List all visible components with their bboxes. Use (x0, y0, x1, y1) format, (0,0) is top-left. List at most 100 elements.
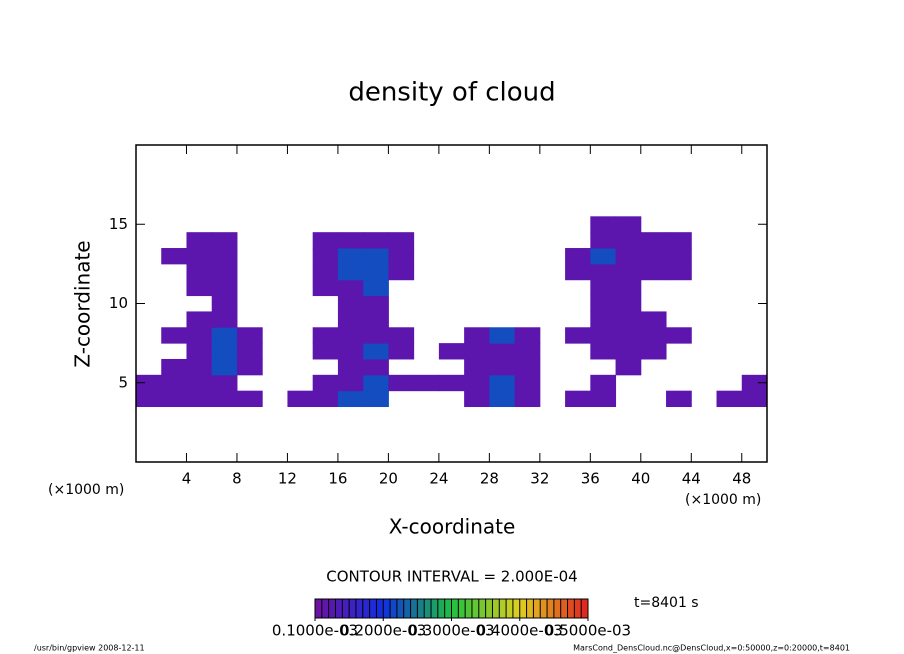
density-cell (691, 391, 717, 407)
x-tick-label: 44 (682, 470, 701, 488)
density-cell (161, 327, 187, 344)
density-cell (717, 327, 743, 343)
density-cell (186, 311, 213, 328)
density-cell (464, 280, 490, 296)
density-cell (540, 343, 566, 359)
density-cell (136, 390, 162, 408)
density-cell (262, 343, 288, 359)
density-cell (186, 327, 213, 344)
density-cell (211, 374, 238, 392)
density-cell (363, 358, 389, 376)
density-cell (615, 248, 642, 265)
x-tick-label: 24 (429, 470, 448, 488)
density-cell (590, 343, 617, 360)
density-cell (287, 232, 313, 248)
density-cell (312, 374, 339, 392)
colorbar-segment (492, 599, 500, 618)
density-cell (640, 343, 667, 360)
density-cell (211, 327, 238, 344)
density-cell (691, 375, 717, 391)
density-cell (388, 296, 414, 312)
colorbar-segment (560, 599, 568, 618)
density-cell (413, 374, 440, 392)
y-tick-label: 10 (109, 294, 128, 312)
x-tick-label: 8 (232, 470, 242, 488)
density-cell (717, 216, 743, 232)
density-cell (136, 264, 162, 280)
density-cell (136, 343, 162, 359)
density-cell (666, 232, 692, 249)
density-cell (136, 248, 162, 264)
density-cell (237, 280, 263, 296)
density-cell (211, 358, 238, 376)
density-cell (211, 311, 238, 328)
colorbar-segment (431, 599, 439, 618)
y-tick-label: 15 (109, 215, 128, 233)
density-cell (489, 248, 515, 264)
density-cell (186, 232, 213, 249)
density-cell (565, 311, 591, 327)
density-cell (540, 311, 566, 327)
density-cell (363, 327, 389, 344)
density-cell (691, 280, 717, 296)
x-tick-label: 20 (379, 470, 398, 488)
density-cell (313, 311, 339, 327)
density-cell (615, 343, 642, 360)
density-cell (565, 359, 591, 375)
density-cell (742, 248, 768, 264)
density-cell (161, 374, 187, 392)
x-axis-label: X-coordinate (389, 515, 516, 539)
density-cell (237, 296, 263, 312)
density-cell (640, 311, 667, 328)
density-cell (439, 248, 465, 264)
density-cell (186, 296, 212, 312)
density-cell (615, 263, 642, 281)
y-unit-label: (×1000 m) (48, 482, 124, 498)
footer-right: MarsCond_DensCloud.nc@DensCloud,x=0:5000… (573, 644, 850, 653)
density-cell (363, 263, 389, 281)
density-cell (615, 279, 642, 297)
density-cell (565, 343, 591, 359)
density-cell (414, 280, 440, 296)
density-cell (161, 390, 187, 408)
density-cell (590, 216, 617, 233)
density-cell (262, 327, 288, 343)
density-cell (414, 232, 440, 248)
density-cell (742, 280, 768, 296)
density-cell (515, 216, 541, 232)
density-cell (388, 343, 415, 360)
colorbar-segment (499, 599, 507, 618)
density-cell (236, 327, 263, 344)
density-cell (262, 232, 288, 248)
density-cell (565, 375, 591, 391)
density-cell (287, 280, 313, 296)
density-cell (337, 295, 364, 312)
density-cell (236, 390, 263, 408)
density-cell (464, 374, 490, 392)
colorbar-segment (574, 599, 582, 618)
colorbar-segment (526, 599, 534, 618)
density-cell (262, 280, 288, 296)
density-cell (666, 296, 692, 312)
colorbar-segment (376, 599, 384, 618)
density-cell (287, 343, 313, 359)
density-cell (691, 311, 717, 327)
density-cell (741, 390, 768, 408)
density-cell (363, 390, 389, 408)
density-cell (742, 264, 768, 280)
density-cell (464, 390, 490, 408)
x-tick-label: 4 (182, 470, 192, 488)
density-cell (540, 232, 566, 248)
density-cell (641, 359, 667, 375)
density-cell (666, 375, 692, 391)
colorbar-segment (478, 599, 486, 618)
density-cell (666, 311, 692, 327)
density-cell (287, 327, 313, 343)
density-cell (515, 264, 541, 280)
density-cell (691, 296, 717, 312)
colorbar-segment (458, 599, 466, 618)
density-cell (615, 232, 642, 249)
x-unit-label: (×1000 m) (685, 492, 761, 508)
x-tick-label: 32 (530, 470, 549, 488)
